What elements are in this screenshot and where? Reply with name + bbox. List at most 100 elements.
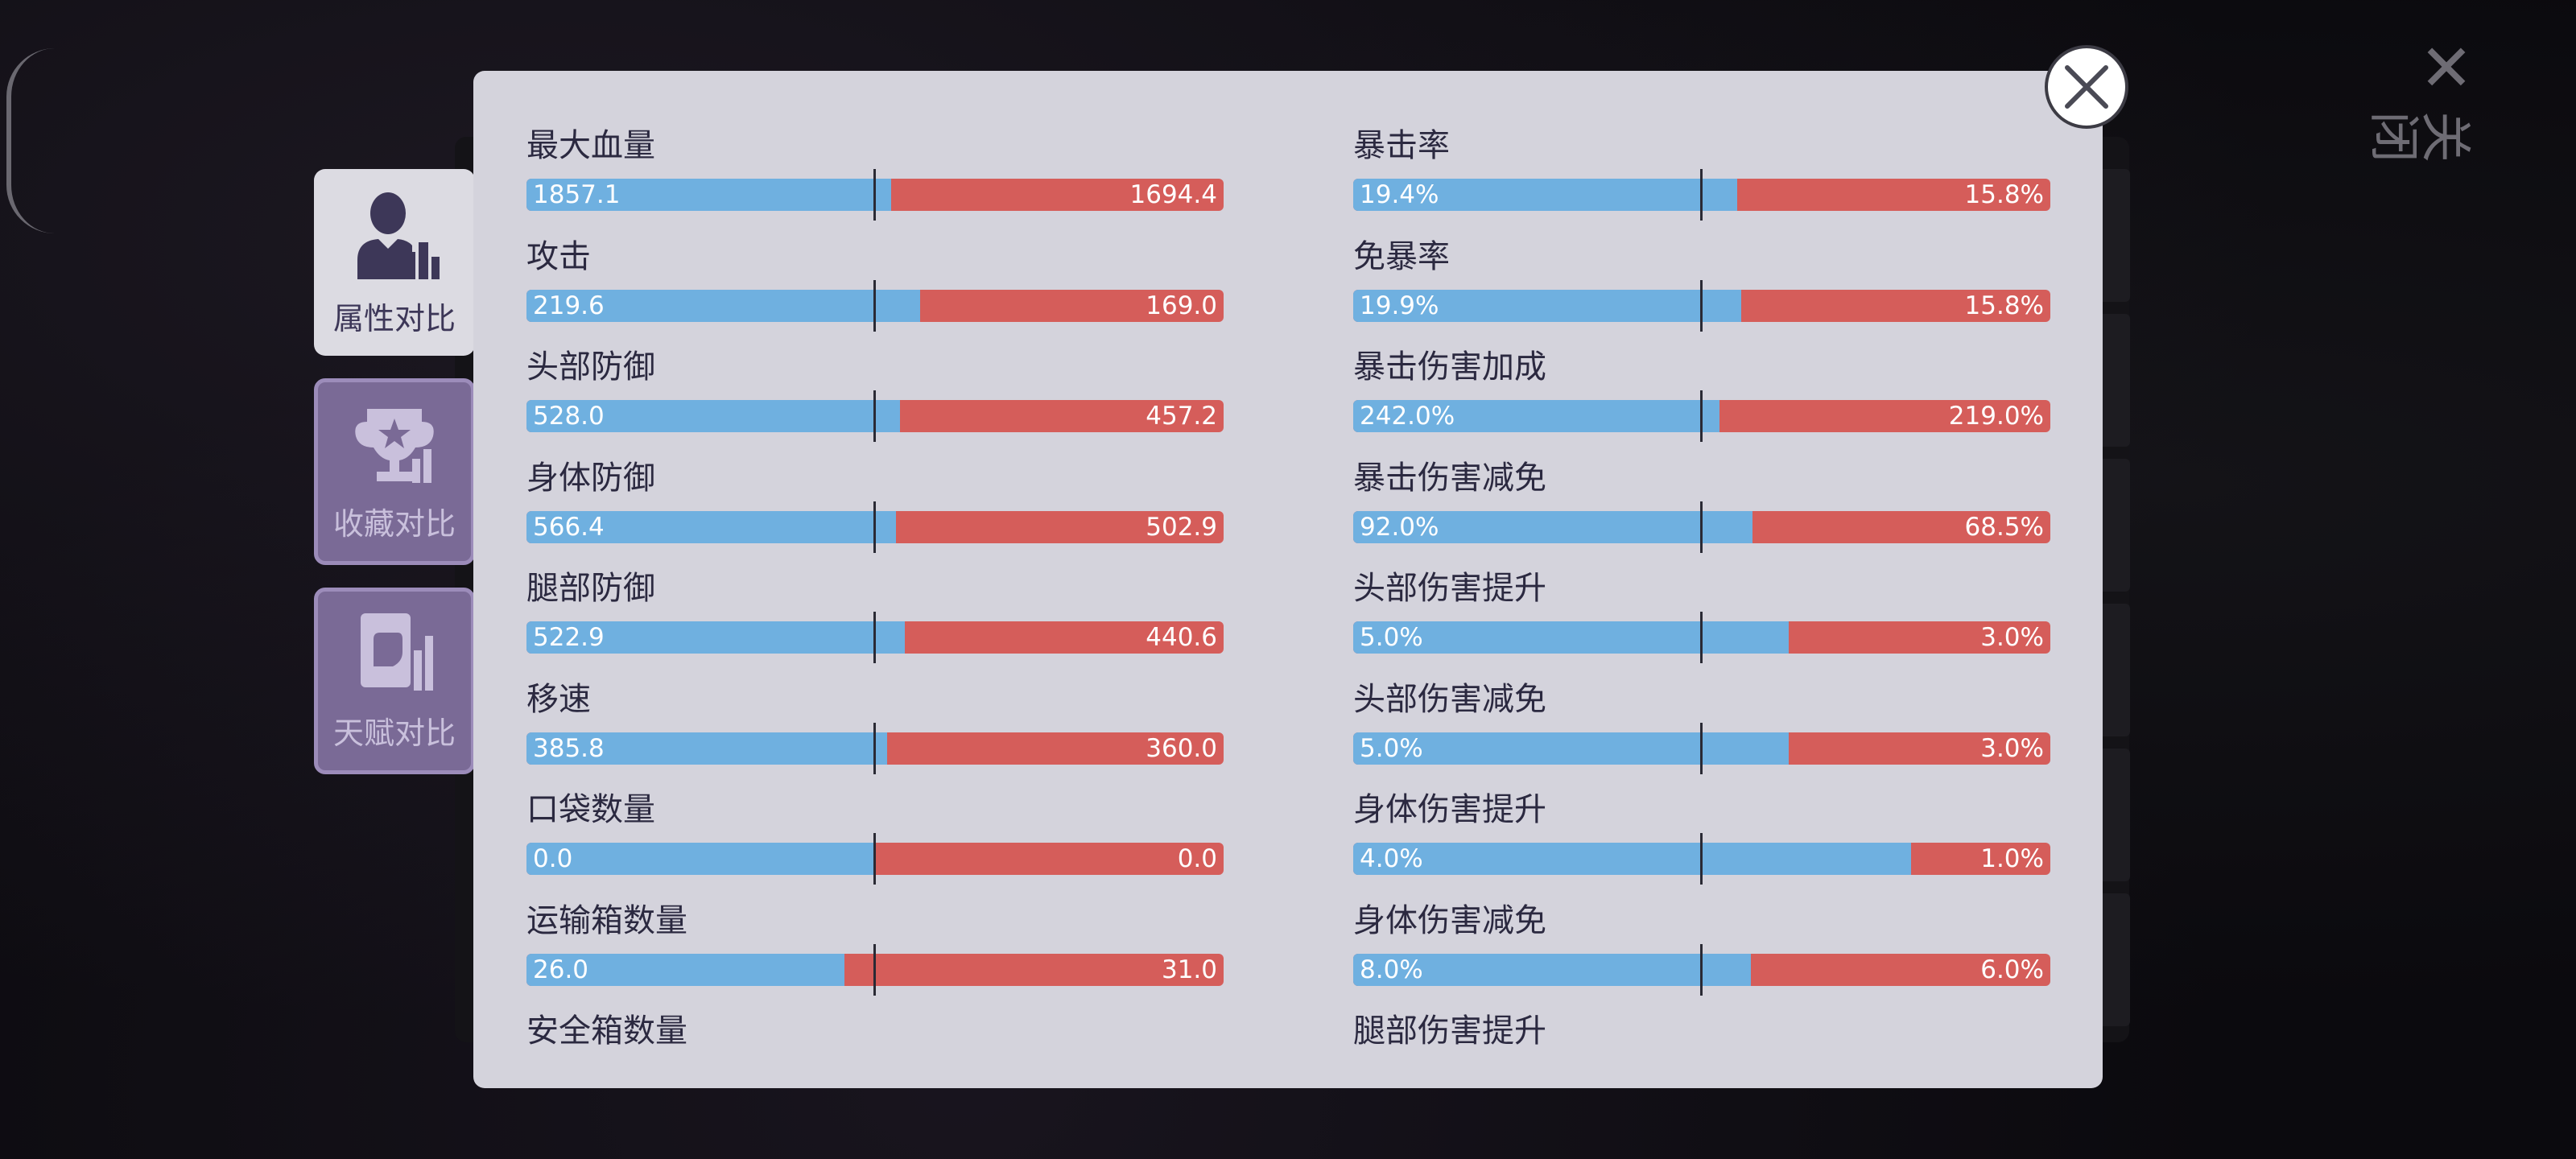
compare-bar-left-fill [1353,732,1790,765]
stat-name: 暴击伤害加成 [1353,349,1546,386]
stat-value-right: 169.0 [1146,291,1217,320]
stat-name: 腿部伤害提升 [1353,1013,1546,1050]
stat-row: 暴击率 19.4% 15.8% [1353,126,2050,222]
compare-bar-left-fill [526,621,906,654]
compare-bar-left-fill [1353,843,1911,875]
stat-row: 头部伤害提升 5.0% 3.0% [1353,568,2050,665]
bar-center-marker [1700,722,1703,774]
tab-label: 天赋对比 [332,716,456,751]
stat-row: 移速 385.8 360.0 [526,679,1224,776]
stat-value-right: 219.0% [1948,402,2044,431]
stat-name: 口袋数量 [526,791,655,828]
fist-chart-icon [361,613,433,691]
stat-value-left: 4.0% [1360,844,1423,873]
stat-value-left: 92.0% [1360,512,1439,542]
compare-bar-left-fill [1353,289,1742,322]
tab-label: 属性对比 [332,301,456,336]
stat-name: 暴击伤害减免 [1353,459,1546,497]
tab-talent-compare[interactable]: 天赋对比 [314,588,475,774]
close-button[interactable] [2045,45,2128,129]
stat-name: 身体防御 [526,459,655,497]
stat-value-left: 219.6 [533,291,605,320]
compare-bar: 8.0% 6.0% [1353,953,2050,986]
stat-value-right: 440.6 [1146,623,1217,652]
stat-value-left: 8.0% [1360,955,1423,984]
stat-value-right: 3.0% [1980,623,2044,652]
stat-value-left: 19.9% [1360,291,1439,320]
bar-center-marker [873,390,876,442]
bar-center-marker [873,169,876,221]
stat-value-right: 15.8% [1964,291,2044,320]
stat-value-left: 522.9 [533,623,605,652]
bar-center-marker [1700,169,1703,221]
stat-value-left: 19.4% [1360,180,1439,209]
stat-row: 最大血量 1857.1 1694.4 [526,126,1224,222]
stat-row: 头部防御 528.0 457.2 [526,347,1224,443]
stat-value-left: 242.0% [1360,402,1455,431]
stat-value-right: 457.2 [1146,402,1217,431]
background-close-label: 关闭 [2370,102,2473,162]
stat-value-right: 15.8% [1964,180,2044,209]
stat-name: 暴击率 [1353,127,1450,164]
bar-center-marker [1700,833,1703,885]
stat-name: 最大血量 [526,127,655,164]
compare-bar-left-fill [526,953,844,986]
stat-row: 身体防御 566.4 502.9 [526,458,1224,555]
bar-center-marker [1700,612,1703,663]
bar-center-marker [1700,279,1703,332]
stat-value-left: 5.0% [1360,623,1423,652]
stat-value-left: 26.0 [533,955,589,984]
attribute-compare-dialog: 最大血量 1857.1 1694.4 攻击 219.6 169.0 头部防御 528.0 457… [473,71,2103,1088]
stat-name: 腿部防御 [526,570,655,607]
compare-bar-left-fill [526,732,887,765]
stat-name: 移速 [526,680,591,718]
stat-name: 头部伤害提升 [1353,570,1546,607]
stat-row: 攻击 219.6 169.0 [526,237,1224,333]
stat-name: 头部伤害减免 [1353,680,1546,718]
bar-center-marker [873,279,876,332]
stat-value-right: 0.0 [1177,844,1217,873]
bar-center-marker [1700,501,1703,553]
compare-bar-left-fill [1353,510,1753,543]
stat-row: 头部伤害减免 5.0% 3.0% [1353,679,2050,776]
stat-value-right: 1694.4 [1129,180,1217,209]
compare-bar-left-fill [1353,953,1752,986]
close-icon [2065,65,2108,109]
stat-name: 身体伤害减免 [1353,901,1546,939]
stat-value-left: 0.0 [533,844,573,873]
compare-bar-left-fill [1353,179,1738,211]
bar-center-marker [1700,943,1703,996]
stat-value-left: 5.0% [1360,733,1423,763]
background-decoration [6,48,60,233]
stat-row: 腿部伤害提升 [1353,1011,2050,1107]
stat-name: 安全箱数量 [526,1013,687,1050]
stat-value-right: 6.0% [1980,955,2044,984]
stat-value-right: 1.0% [1980,844,2044,873]
stat-row: 安全箱数量 [526,1011,1224,1107]
bar-center-marker [873,943,876,996]
stat-row: 暴击伤害加成 242.0% 219.0% [1353,347,2050,443]
compare-bar-left-fill [526,510,896,543]
person-chart-icon [357,192,440,279]
bar-center-marker [1700,390,1703,442]
tab-attribute-compare[interactable]: 属性对比 [314,169,475,356]
stat-value-right: 502.9 [1146,512,1217,542]
tab-label: 收藏对比 [332,506,456,542]
stat-name: 头部防御 [526,349,655,386]
trophy-chart-icon [355,409,434,483]
stat-value-left: 528.0 [533,402,605,431]
stat-value-left: 566.4 [533,512,605,542]
bar-center-marker [873,612,876,663]
compare-bar-left-fill [526,289,921,322]
compare-bar-left-fill [526,400,901,432]
bar-center-marker [873,722,876,774]
tab-collection-compare[interactable]: 收藏对比 [314,378,475,565]
stat-row: 口袋数量 0.0 0.0 [526,790,1224,886]
stat-name: 攻击 [526,237,591,275]
stat-value-right: 360.0 [1146,733,1217,763]
background-close-icon: ✕ [2419,31,2474,105]
compare-bar-left-fill [1353,621,1790,654]
stat-value-right: 68.5% [1964,512,2044,542]
stat-value-left: 1857.1 [533,180,621,209]
stat-value-right: 31.0 [1161,955,1217,984]
